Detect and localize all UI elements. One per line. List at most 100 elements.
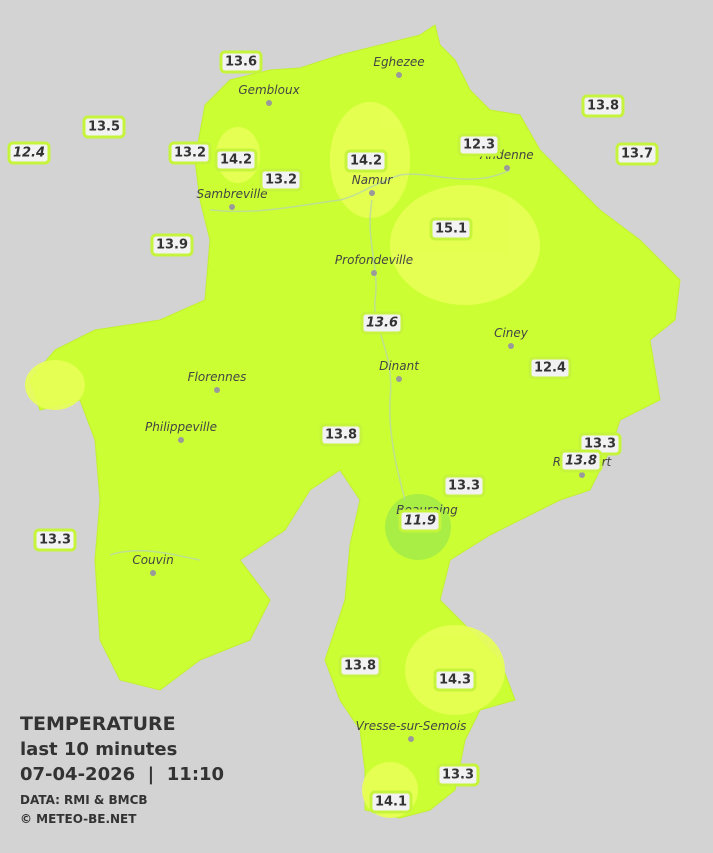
- station-box: [369, 790, 413, 814]
- station-value: 13.2: [265, 173, 297, 188]
- station-value: 15.1: [435, 222, 467, 237]
- station-value: 13.8: [344, 659, 376, 674]
- station: 13.7: [615, 142, 659, 166]
- town-dot: [371, 270, 377, 276]
- town-dot: [396, 72, 402, 78]
- town-label: Profondeville: [335, 253, 413, 267]
- town-label: Florennes: [188, 370, 247, 384]
- station-box: [214, 148, 258, 172]
- town-label: Namur: [352, 173, 394, 187]
- town-dot: [150, 570, 156, 576]
- station-value: 12.4: [534, 361, 566, 376]
- station: 13.8: [338, 654, 382, 678]
- station-value: 14.3: [439, 673, 471, 688]
- station: 13.2: [259, 168, 303, 192]
- town-dot: [214, 387, 220, 393]
- station-value: 14.2: [220, 153, 252, 168]
- station-value: 13.8: [325, 428, 357, 443]
- station: 15.1: [429, 217, 473, 241]
- town-dot: [579, 472, 585, 478]
- station-box: [433, 668, 477, 692]
- station: 13.6: [219, 50, 263, 74]
- legend-source: DATA: RMI & BMCB: [20, 793, 148, 807]
- station-value: 13.8: [565, 454, 597, 469]
- town-dot: [229, 204, 235, 210]
- station: 12.4: [528, 356, 572, 380]
- town-dot: [504, 165, 510, 171]
- station-box: [82, 115, 126, 139]
- station-box: [338, 654, 382, 678]
- station-box: [559, 449, 603, 473]
- town-label: Dinant: [379, 359, 420, 373]
- station-value: 13.3: [584, 437, 616, 452]
- legend-title: TEMPERATURE: [20, 713, 176, 735]
- station: 12.3: [457, 133, 501, 157]
- town-label: Gembloux: [238, 83, 300, 97]
- town-dot: [266, 100, 272, 106]
- station: 14.1: [369, 790, 413, 814]
- station-box: [168, 141, 212, 165]
- station-box: [7, 141, 51, 165]
- station-value: 12.3: [463, 138, 495, 153]
- station: 12.4: [7, 141, 51, 165]
- station: 13.3: [578, 432, 622, 456]
- station-value: 14.2: [350, 154, 382, 169]
- station-box: [360, 311, 404, 335]
- station-box: [581, 94, 625, 118]
- station: 13.9: [150, 233, 194, 257]
- river: [369, 199, 406, 501]
- station: 14.3: [433, 668, 477, 692]
- station-box: [33, 528, 77, 552]
- station-value: 13.3: [448, 479, 480, 494]
- town-label: Vresse-sur-Semois: [356, 719, 467, 733]
- station-value: 13.2: [174, 146, 206, 161]
- town-label: Sambreville: [196, 187, 267, 201]
- warm-zone: [25, 360, 85, 410]
- legend-timestamp: 07-04-2026 | 11:10: [20, 764, 224, 785]
- town-label: Ciney: [494, 326, 529, 340]
- legend: TEMPERATURE last 10 minutes 07-04-2026 |…: [20, 713, 224, 826]
- legend-subtitle: last 10 minutes: [20, 739, 177, 760]
- station-value: 13.6: [366, 316, 398, 331]
- warm-zone: [390, 185, 540, 305]
- station-box: [528, 356, 572, 380]
- town-label: Philippeville: [145, 420, 217, 434]
- station-box: [344, 149, 388, 173]
- station-value: 13.3: [442, 768, 474, 783]
- station: 14.2: [344, 149, 388, 173]
- station-box: [150, 233, 194, 257]
- station-box: [219, 50, 263, 74]
- town-label: Couvin: [132, 553, 173, 567]
- town-dot: [369, 190, 375, 196]
- rivers: [109, 169, 511, 561]
- river: [209, 169, 511, 213]
- station-value: 13.3: [39, 533, 71, 548]
- town-dot: [396, 376, 402, 382]
- station-box: [436, 763, 480, 787]
- station-value: 13.9: [156, 238, 188, 253]
- station-box: [442, 474, 486, 498]
- town-label: Eghezee: [373, 55, 424, 69]
- river: [109, 549, 201, 561]
- station: 13.8: [319, 423, 363, 447]
- station: 13.3: [436, 763, 480, 787]
- station: 13.6: [360, 311, 404, 335]
- station-value: 13.6: [225, 55, 257, 70]
- legend-copyright: © METEO-BE.NET: [20, 812, 137, 826]
- station-box: [615, 142, 659, 166]
- town-dot: [508, 343, 514, 349]
- station-value: 13.5: [88, 120, 120, 135]
- station: 13.2: [168, 141, 212, 165]
- station-value: 12.4: [13, 146, 45, 161]
- station: 14.2: [214, 148, 258, 172]
- station: 13.3: [442, 474, 486, 498]
- town-dot: [178, 437, 184, 443]
- station-value: 11.9: [404, 514, 436, 529]
- station-box: [457, 133, 501, 157]
- station: 13.8: [559, 449, 603, 473]
- town-dot: [408, 736, 414, 742]
- station-value: 13.7: [621, 147, 653, 162]
- station: 13.8: [581, 94, 625, 118]
